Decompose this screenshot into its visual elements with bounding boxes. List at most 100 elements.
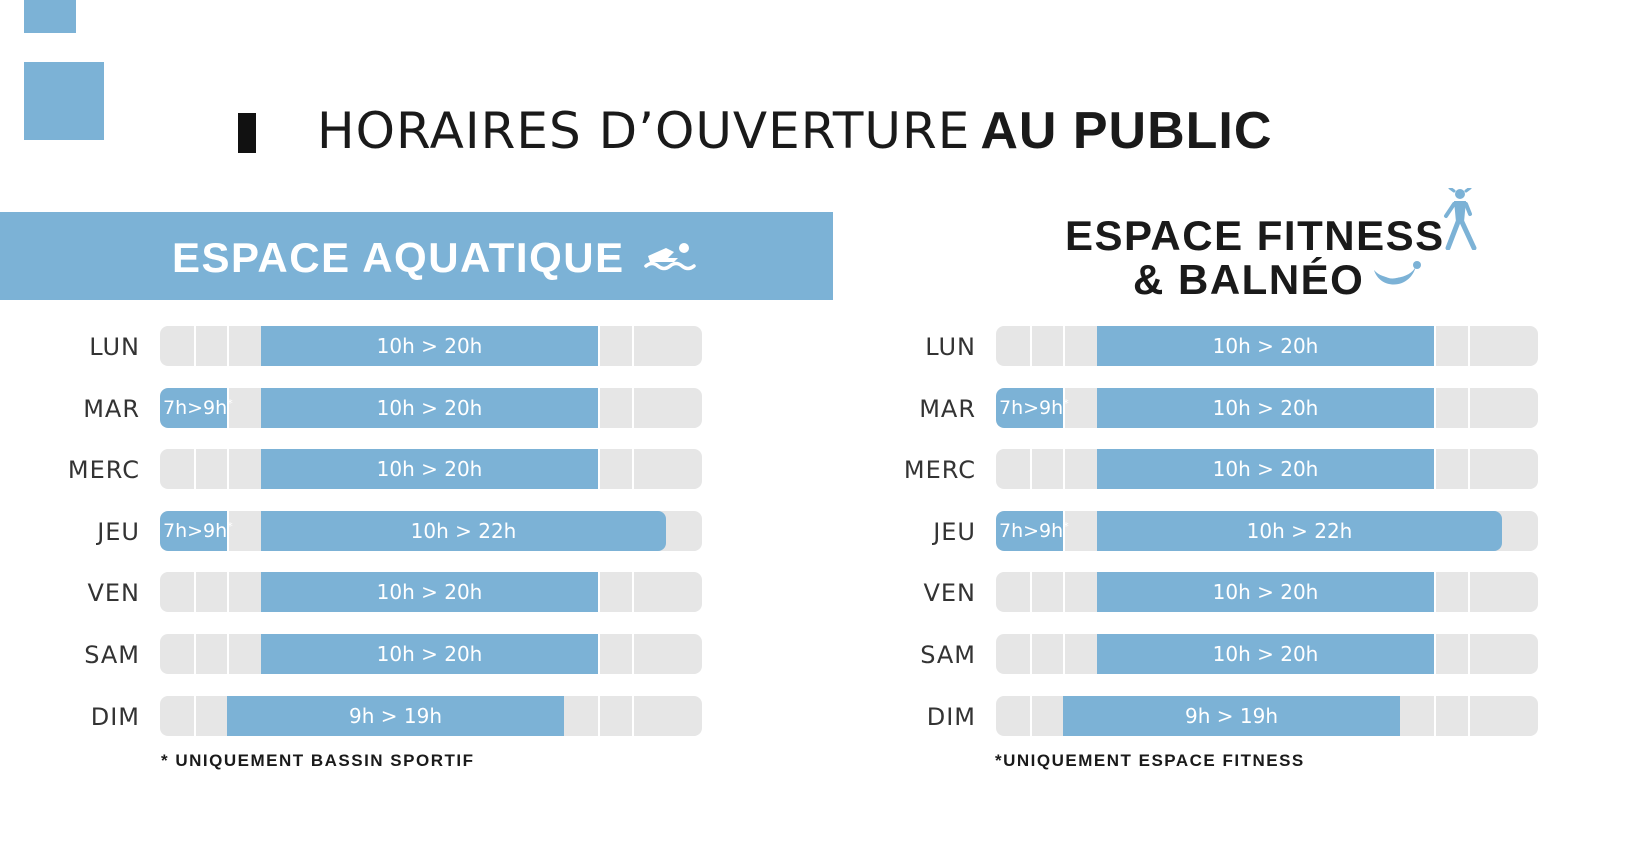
early-hours-bar: 7h>9h *: [160, 388, 233, 428]
hour-tick: [1468, 449, 1470, 489]
opening-hours-bar: 10h > 20h: [261, 326, 598, 366]
schedule-track: 9h > 19h: [996, 696, 1538, 736]
day-label: DIM: [926, 703, 976, 731]
day-label: LUN: [89, 333, 140, 361]
hour-tick: [1030, 634, 1032, 674]
day-label: VEN: [923, 579, 976, 607]
early-hours-bar: 7h>9h *: [996, 511, 1069, 551]
early-hours-asterisk: *: [1063, 396, 1069, 410]
hour-tick: [1030, 572, 1032, 612]
hour-tick: [227, 572, 229, 612]
hour-tick: [1434, 634, 1436, 674]
opening-hours-bar: 10h > 20h: [1097, 449, 1434, 489]
hour-tick: [1468, 696, 1470, 736]
fitness-person-icon: [1444, 188, 1477, 250]
early-hours-bar: 7h>9h *: [160, 511, 233, 551]
day-label: MAR: [83, 395, 140, 423]
hour-tick: [194, 634, 196, 674]
schedule-track: 10h > 20h: [160, 449, 702, 489]
hour-tick: [1434, 572, 1436, 612]
early-hours-text: 7h>9h: [163, 520, 228, 542]
swimmer-icon: [644, 243, 696, 271]
schedule-track: 10h > 20h: [160, 326, 702, 366]
hour-tick: [1030, 449, 1032, 489]
aqua-banner: ESPACE AQUATIQUE: [0, 212, 833, 300]
opening-hours-bar: 10h > 20h: [261, 634, 598, 674]
early-hours-asterisk: *: [1063, 519, 1069, 533]
hour-tick: [227, 388, 229, 428]
schedule-track: 10h > 22h 7h>9h *: [996, 511, 1538, 551]
hour-tick: [632, 696, 634, 736]
hour-tick: [1434, 696, 1436, 736]
schedule-track: 10h > 20h: [160, 572, 702, 612]
hour-tick: [194, 696, 196, 736]
hour-tick: [194, 449, 196, 489]
schedule-track: 9h > 19h: [160, 696, 702, 736]
early-hours-text: 7h>9h: [999, 397, 1064, 419]
hour-tick: [632, 634, 634, 674]
fitness-section-title-line1: ESPACE FITNESS: [1065, 212, 1445, 259]
balneo-wave-icon: [1374, 261, 1421, 285]
title-accent-bar: [238, 113, 256, 153]
page-title-light: HORAIRES D’OUVERTURE: [317, 102, 971, 160]
hour-tick: [1468, 388, 1470, 428]
opening-hours-bar: 10h > 20h: [1097, 572, 1434, 612]
decor-square-small: [24, 0, 76, 33]
hour-tick: [598, 634, 600, 674]
day-label: SAM: [920, 641, 976, 669]
decor-square-large: [24, 62, 104, 140]
fitness-footnote: *UNIQUEMENT ESPACE FITNESS: [995, 751, 1305, 770]
opening-hours-bar: 10h > 20h: [1097, 388, 1434, 428]
aqua-footnote: * UNIQUEMENT BASSIN SPORTIF: [161, 751, 475, 770]
early-hours-asterisk: *: [227, 519, 233, 533]
fitness-section-title-line2: & BALNÉO: [1133, 256, 1365, 303]
day-label: VEN: [87, 579, 140, 607]
hour-tick: [598, 449, 600, 489]
hour-tick: [632, 326, 634, 366]
day-label: LUN: [925, 333, 976, 361]
schedule-track: 10h > 20h: [160, 634, 702, 674]
hour-tick: [227, 449, 229, 489]
day-label: SAM: [84, 641, 140, 669]
hour-tick: [632, 388, 634, 428]
hour-tick: [1434, 388, 1436, 428]
opening-hours-bar: 10h > 22h: [1097, 511, 1502, 551]
hour-tick: [1030, 326, 1032, 366]
hour-tick: [1468, 572, 1470, 612]
hour-tick: [598, 326, 600, 366]
day-label: MERC: [903, 456, 976, 484]
hour-tick: [227, 326, 229, 366]
schedule-track: 10h > 20h: [996, 634, 1538, 674]
hour-tick: [1434, 326, 1436, 366]
hour-tick: [598, 572, 600, 612]
hour-tick: [194, 572, 196, 612]
schedule-track: 10h > 20h: [996, 326, 1538, 366]
page-title: HORAIRES D’OUVERTURE AU PUBLIC: [317, 101, 1272, 161]
opening-hours-bar: 9h > 19h: [1063, 696, 1400, 736]
early-hours-bar: 7h>9h *: [996, 388, 1069, 428]
hour-tick: [1063, 511, 1065, 551]
hour-tick: [1468, 326, 1470, 366]
hour-tick: [632, 572, 634, 612]
hour-tick: [1063, 326, 1065, 366]
opening-hours-bar: 10h > 20h: [261, 449, 598, 489]
schedule-track: 10h > 20h 7h>9h *: [160, 388, 702, 428]
day-label: JEU: [97, 518, 140, 546]
opening-hours-bar: 10h > 20h: [261, 388, 598, 428]
hour-tick: [598, 388, 600, 428]
hour-tick: [1030, 696, 1032, 736]
schedule-track: 10h > 22h 7h>9h *: [160, 511, 702, 551]
day-label: MERC: [67, 456, 140, 484]
hour-tick: [632, 449, 634, 489]
day-label: JEU: [933, 518, 976, 546]
hour-tick: [194, 326, 196, 366]
schedule-track: 10h > 20h: [996, 572, 1538, 612]
opening-hours-bar: 10h > 22h: [261, 511, 666, 551]
opening-hours-bar: 10h > 20h: [1097, 326, 1434, 366]
hour-tick: [1434, 449, 1436, 489]
early-hours-text: 7h>9h: [163, 397, 228, 419]
opening-hours-bar: 10h > 20h: [261, 572, 598, 612]
early-hours-asterisk: *: [227, 396, 233, 410]
opening-hours-bar: 10h > 20h: [1097, 634, 1434, 674]
day-label: DIM: [90, 703, 140, 731]
